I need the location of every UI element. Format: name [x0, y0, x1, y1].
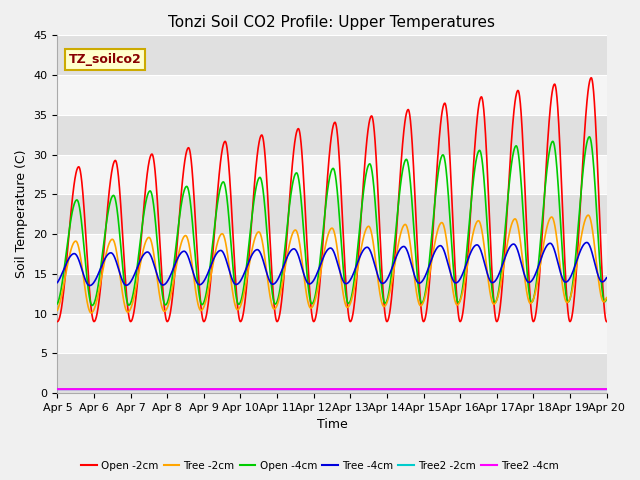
- Tree2 -4cm: [348, 386, 356, 392]
- Open -2cm: [348, 316, 356, 322]
- Tree -4cm: [554, 261, 562, 267]
- Tree2 -4cm: [207, 386, 214, 392]
- Tree2 -2cm: [207, 386, 214, 392]
- Open -4cm: [348, 292, 356, 298]
- Open -4cm: [54, 301, 61, 307]
- Tree2 -2cm: [603, 386, 611, 392]
- Tree -4cm: [492, 277, 499, 283]
- Tree -2cm: [492, 300, 499, 305]
- Tree -2cm: [554, 247, 562, 253]
- Bar: [58, 194, 607, 234]
- Bar: [58, 274, 607, 313]
- Tree2 -2cm: [570, 386, 577, 392]
- Tree2 -2cm: [54, 386, 61, 392]
- Tree2 -2cm: [348, 386, 356, 392]
- Title: Tonzi Soil CO2 Profile: Upper Temperatures: Tonzi Soil CO2 Profile: Upper Temperatur…: [168, 15, 495, 30]
- Open -2cm: [207, 279, 214, 285]
- Tree2 -4cm: [492, 386, 499, 392]
- Tree2 -4cm: [360, 386, 367, 392]
- Tree -4cm: [86, 283, 93, 288]
- Tree2 -2cm: [360, 386, 367, 392]
- Open -2cm: [570, 305, 577, 311]
- Tree2 -4cm: [603, 386, 611, 392]
- Open -4cm: [570, 275, 577, 280]
- Open -4cm: [586, 134, 593, 140]
- Tree2 -4cm: [554, 386, 562, 392]
- Tree2 -4cm: [570, 386, 577, 392]
- Open -2cm: [554, 108, 562, 114]
- Tree -2cm: [87, 310, 95, 316]
- Open -2cm: [588, 75, 595, 81]
- Open -2cm: [54, 319, 61, 324]
- Tree -2cm: [54, 307, 61, 313]
- Tree -2cm: [584, 212, 592, 218]
- Bar: [58, 75, 607, 115]
- Bar: [58, 234, 607, 274]
- X-axis label: Time: Time: [317, 419, 348, 432]
- Line: Tree -4cm: Tree -4cm: [58, 242, 607, 286]
- Open -2cm: [360, 176, 367, 182]
- Open -4cm: [492, 299, 499, 305]
- Open -4cm: [360, 186, 368, 192]
- Bar: [58, 115, 607, 155]
- Tree2 -4cm: [54, 386, 61, 392]
- Bar: [58, 155, 607, 194]
- Tree -2cm: [603, 295, 611, 300]
- Tree -4cm: [570, 267, 577, 273]
- Open -4cm: [88, 302, 96, 308]
- Line: Tree -2cm: Tree -2cm: [58, 215, 607, 313]
- Line: Open -4cm: Open -4cm: [58, 137, 607, 305]
- Open -4cm: [603, 296, 611, 301]
- Y-axis label: Soil Temperature (C): Soil Temperature (C): [15, 150, 28, 278]
- Bar: [58, 313, 607, 353]
- Tree -2cm: [570, 281, 577, 287]
- Tree -4cm: [360, 246, 368, 252]
- Open -4cm: [207, 257, 214, 263]
- Tree -4cm: [603, 275, 611, 281]
- Tree2 -2cm: [492, 386, 499, 392]
- Bar: [58, 353, 607, 393]
- Tree -4cm: [54, 280, 61, 286]
- Tree -2cm: [207, 274, 214, 279]
- Open -2cm: [603, 319, 611, 324]
- Open -4cm: [554, 183, 562, 189]
- Tree -2cm: [348, 296, 356, 301]
- Line: Open -2cm: Open -2cm: [58, 78, 607, 322]
- Tree2 -2cm: [554, 386, 562, 392]
- Tree -2cm: [360, 233, 368, 239]
- Tree -4cm: [348, 274, 356, 280]
- Open -2cm: [492, 314, 499, 320]
- Text: TZ_soilco2: TZ_soilco2: [68, 53, 141, 66]
- Tree -4cm: [207, 263, 214, 269]
- Tree -4cm: [583, 240, 591, 245]
- Legend: Open -2cm, Tree -2cm, Open -4cm, Tree -4cm, Tree2 -2cm, Tree2 -4cm: Open -2cm, Tree -2cm, Open -4cm, Tree -4…: [77, 456, 563, 475]
- Bar: [58, 36, 607, 75]
